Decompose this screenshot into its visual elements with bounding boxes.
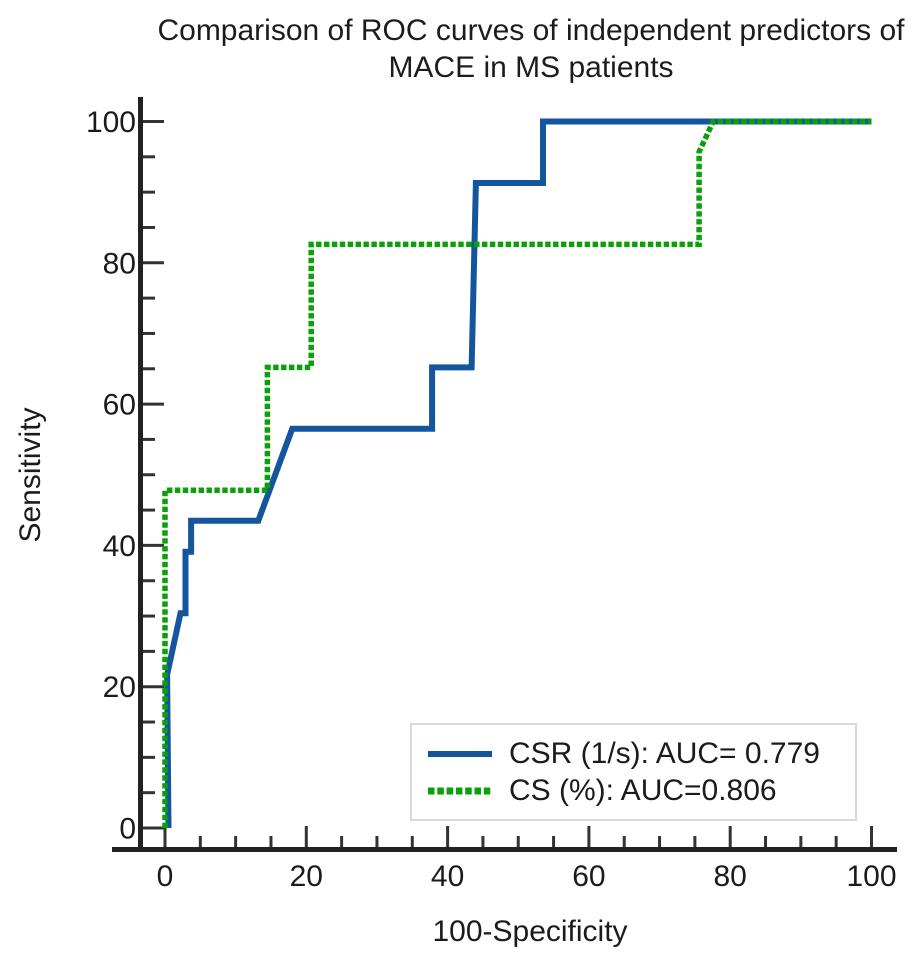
x-tick-label: 0 [157, 860, 174, 893]
legend-box: CSR (1/s): AUC= 0.779 CS (%): AUC=0.806 [410, 723, 857, 821]
x-axis-title: 100-Specificity [432, 915, 627, 948]
csr-line-swatch [428, 750, 492, 757]
x-axis-ticks [163, 826, 873, 847]
x-tick-label: 80 [714, 860, 747, 893]
y-tick-label: 40 [103, 530, 136, 563]
x-tick-label: 40 [431, 860, 464, 893]
x-axis-line [112, 847, 897, 852]
x-axis-tick-labels: 0 20 40 60 80 100 [157, 860, 897, 893]
legend-label-csr: CSR (1/s): AUC= 0.779 [509, 736, 820, 770]
x-tick-label: 60 [572, 860, 605, 893]
cs-curve [162, 118, 872, 828]
y-axis-title: Sensitivity [14, 407, 47, 542]
y-axis-ticks [143, 120, 164, 830]
legend-item-csr: CSR (1/s): AUC= 0.779 [426, 735, 855, 772]
y-tick-label: 100 [86, 106, 136, 139]
legend-label-cs: CS (%): AUC=0.806 [509, 773, 777, 807]
x-tick-label: 20 [290, 860, 323, 893]
y-tick-label: 60 [103, 389, 136, 422]
y-axis-line [138, 97, 143, 852]
y-tick-label: 0 [119, 813, 136, 846]
chart-title: Comparison of ROC curves of independent … [157, 14, 905, 84]
x-tick-label: 100 [846, 860, 896, 893]
csr-curve [164, 118, 872, 829]
roc-curves [162, 118, 872, 829]
cs-line-swatch [428, 787, 492, 794]
legend-item-cs: CS (%): AUC=0.806 [426, 772, 855, 809]
y-tick-label: 80 [103, 247, 136, 280]
y-tick-label: 20 [103, 671, 136, 704]
y-axis-tick-labels: 0 20 40 60 80 100 [86, 106, 136, 846]
